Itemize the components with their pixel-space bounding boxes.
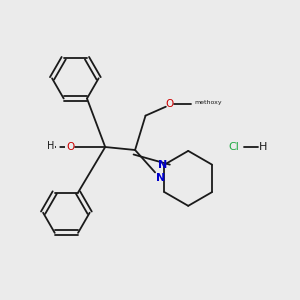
Text: N: N xyxy=(158,160,168,170)
Text: O: O xyxy=(165,99,173,109)
Text: O: O xyxy=(67,142,75,152)
Text: N: N xyxy=(156,173,165,183)
Text: H: H xyxy=(259,142,268,152)
Text: Cl: Cl xyxy=(228,142,239,152)
Text: H: H xyxy=(47,140,55,151)
Text: methoxy: methoxy xyxy=(195,100,222,105)
